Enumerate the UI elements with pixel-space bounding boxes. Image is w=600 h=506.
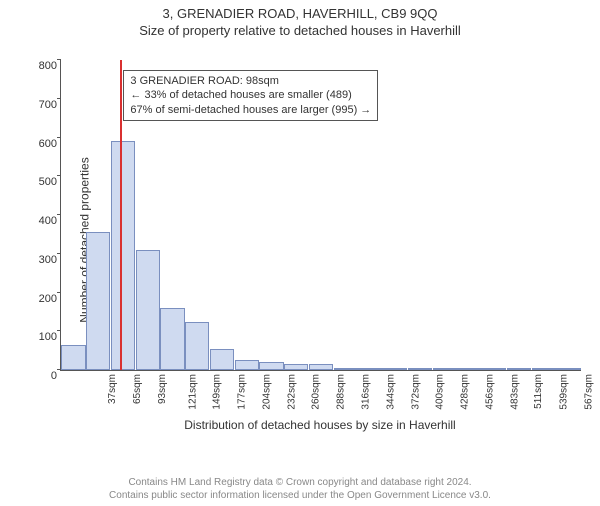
x-axis-label: Distribution of detached houses by size … [60, 418, 580, 432]
histogram-bar [334, 368, 358, 370]
x-tick-label: 177sqm [237, 374, 248, 410]
histogram-bar [235, 360, 259, 370]
x-tick-label: 372sqm [410, 374, 421, 410]
histogram-bar [556, 368, 580, 370]
x-tick-label: 539sqm [559, 374, 570, 410]
x-tick-label: 316sqm [361, 374, 372, 410]
annotation-line: 67% of semi-detached houses are larger (… [130, 103, 371, 117]
histogram-bar [482, 368, 506, 370]
histogram-bar [185, 322, 209, 370]
page-subtitle: Size of property relative to detached ho… [0, 23, 600, 38]
x-tick-label: 511sqm [533, 374, 544, 409]
annotation-line: ← 33% of detached houses are smaller (48… [130, 88, 371, 102]
histogram-bar [284, 364, 308, 370]
histogram-bar [61, 345, 85, 370]
x-tick-label: 456sqm [484, 374, 495, 410]
y-tick-label: 600 [23, 138, 57, 150]
y-tick-label: 100 [23, 331, 57, 343]
y-tick-mark [57, 59, 61, 60]
histogram-bar [358, 368, 382, 370]
x-tick-label: 260sqm [311, 374, 322, 410]
histogram-bar [86, 232, 110, 370]
x-tick-label: 149sqm [212, 374, 223, 410]
y-tick-mark [57, 292, 61, 293]
x-tick-label: 400sqm [435, 374, 446, 410]
histogram-bar [532, 368, 556, 370]
annotation-line: 3 GRENADIER ROAD: 98sqm [130, 74, 371, 88]
y-tick-mark [57, 330, 61, 331]
y-tick-label: 500 [23, 176, 57, 188]
histogram-bar [136, 250, 160, 370]
y-tick-label: 200 [23, 293, 57, 305]
annotation-box: 3 GRENADIER ROAD: 98sqm← 33% of detached… [123, 70, 378, 121]
x-tick-label: 483sqm [509, 374, 520, 410]
x-tick-label: 288sqm [336, 374, 347, 410]
histogram-bar [457, 368, 481, 370]
histogram-bar [383, 368, 407, 370]
footer-line1: Contains HM Land Registry data © Crown c… [0, 476, 600, 489]
histogram-bar [259, 362, 283, 370]
y-tick-mark [57, 214, 61, 215]
histogram-bar [309, 364, 333, 370]
histogram-bar [507, 368, 531, 370]
y-tick-label: 400 [23, 215, 57, 227]
property-marker-line [120, 60, 122, 370]
plot-area: 3 GRENADIER ROAD: 98sqm← 33% of detached… [60, 60, 581, 371]
x-tick-label: 567sqm [583, 374, 594, 410]
x-tick-label: 37sqm [107, 374, 118, 404]
x-tick-label: 121sqm [187, 374, 198, 410]
y-tick-mark [57, 137, 61, 138]
x-tick-label: 428sqm [460, 374, 471, 410]
y-tick-label: 0 [23, 370, 57, 382]
page-title-address: 3, GRENADIER ROAD, HAVERHILL, CB9 9QQ [0, 6, 600, 21]
histogram-bar [160, 308, 184, 370]
y-tick-label: 800 [23, 60, 57, 72]
y-tick-mark [57, 98, 61, 99]
histogram-bar [111, 141, 135, 370]
y-tick-mark [57, 253, 61, 254]
y-tick-label: 700 [23, 99, 57, 111]
x-tick-label: 344sqm [385, 374, 396, 410]
histogram-bar [408, 368, 432, 370]
histogram-bar [210, 349, 234, 370]
y-tick-label: 300 [23, 254, 57, 266]
y-tick-mark [57, 175, 61, 176]
x-tick-label: 232sqm [286, 374, 297, 410]
footer-line2: Contains public sector information licen… [0, 489, 600, 502]
histogram-bar [433, 368, 457, 370]
chart-container: Number of detached properties 3 GRENADIE… [0, 50, 600, 430]
x-tick-label: 204sqm [262, 374, 273, 410]
x-tick-label: 65sqm [132, 374, 143, 404]
footer-attribution: Contains HM Land Registry data © Crown c… [0, 476, 600, 502]
x-tick-label: 93sqm [157, 374, 168, 404]
